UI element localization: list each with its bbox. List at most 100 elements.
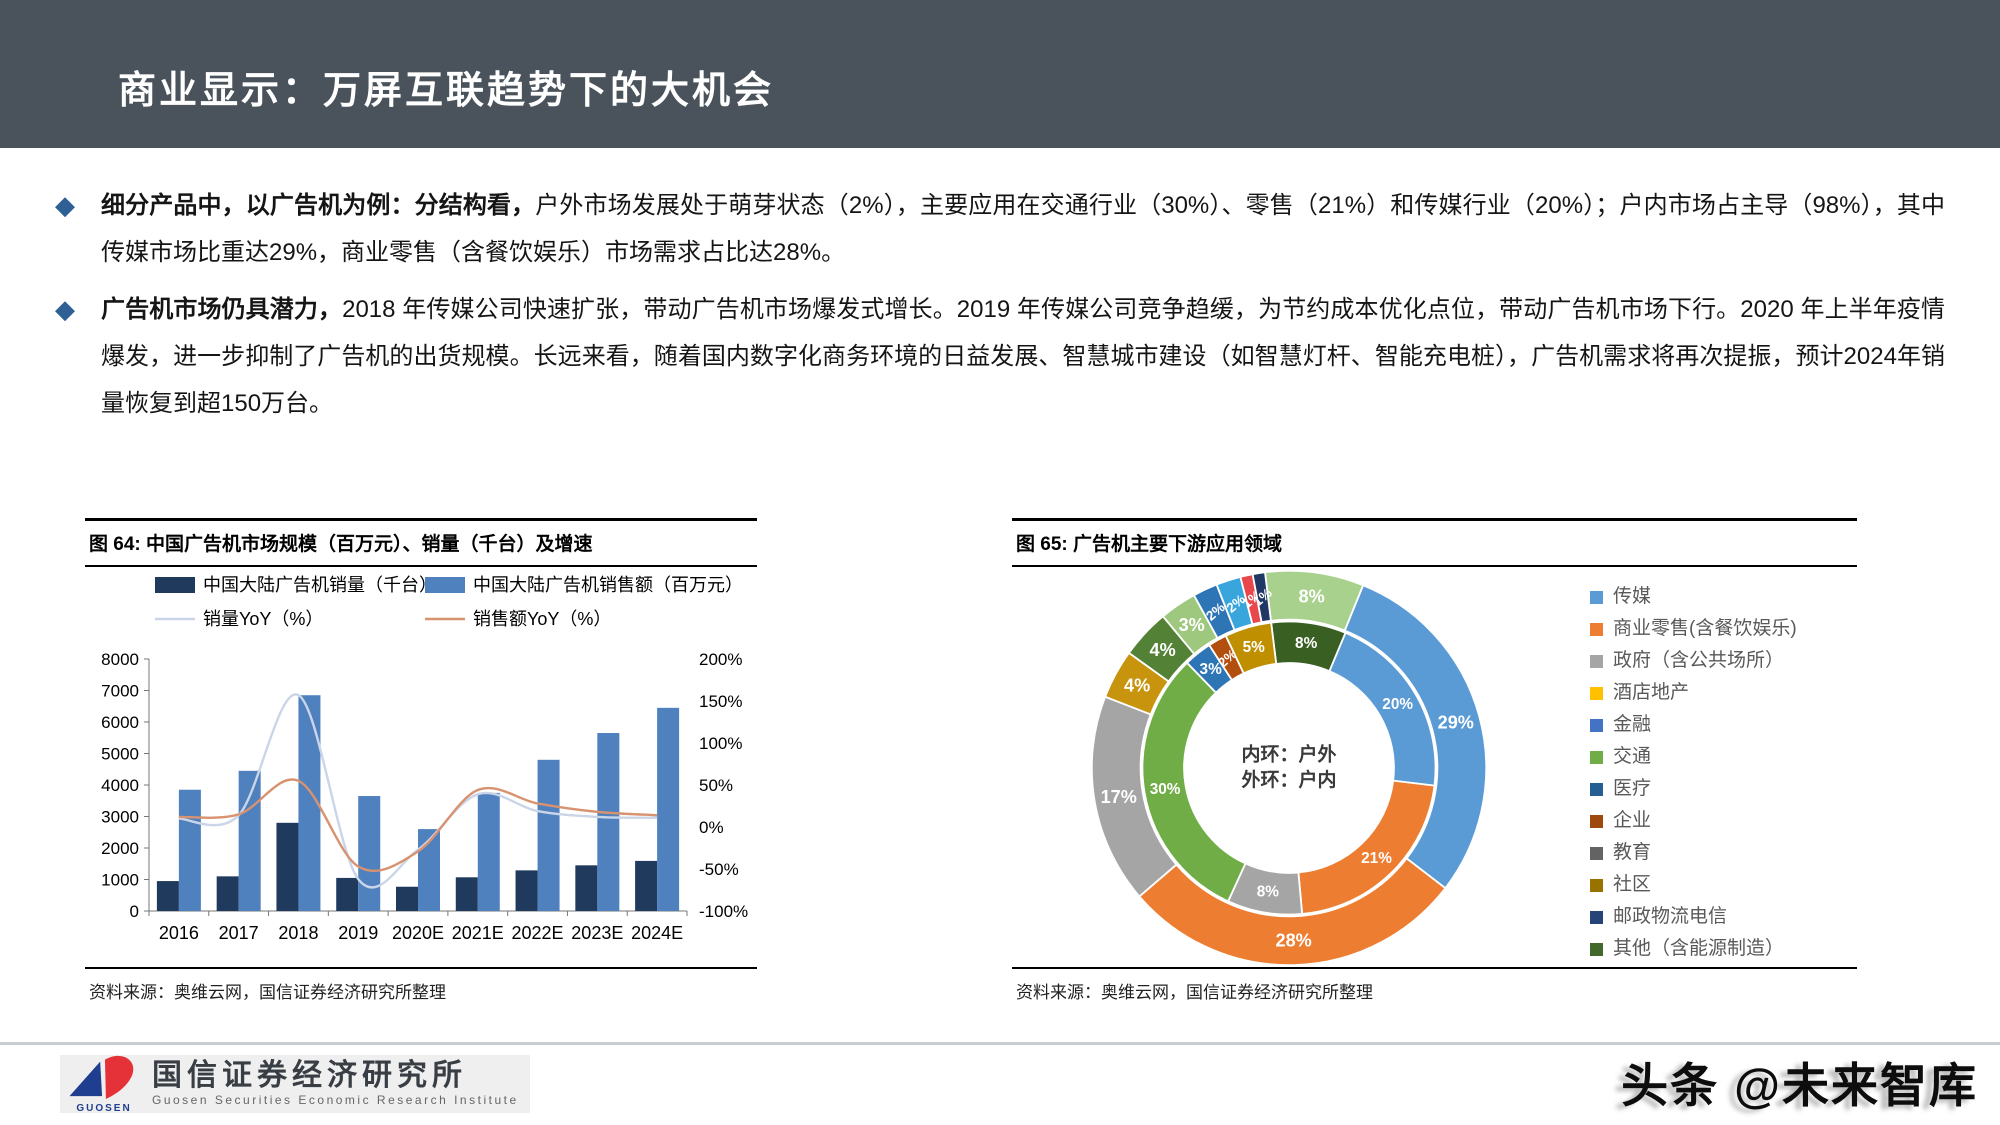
svg-text:21%: 21%: [1361, 850, 1392, 867]
doughnut-legend: 传媒商业零售(含餐饮娱乐) 政府（含公共场所） 酒店地产金融 交通医疗企业教育社区邮政…: [1590, 581, 1797, 967]
figure-64: 图 64: 中国广告机市场规模（百万元）、销量（千台）及增速 0 1000 2000…: [85, 518, 757, 1009]
svg-text:28%: 28%: [1276, 931, 1312, 951]
figure-65-title-rule: [1012, 565, 1857, 567]
svg-text:销量YoY（%）: 销量YoY（%）: [203, 609, 323, 629]
legend-item: 社区: [1590, 869, 1797, 901]
legend-swatch-icon: [1590, 878, 1603, 892]
svg-text:内环：户外外环：户内: 内环：户外外环：户内: [1242, 743, 1337, 791]
figure-65-source: 资料来源：奥维云网，国信证券经济研究所整理: [1016, 983, 1373, 1002]
figure-64-title-rule: [85, 565, 757, 567]
legend-swatch-icon: [1590, 622, 1603, 636]
legend-label: 企业: [1613, 810, 1652, 831]
legend-swatch-icon: [1590, 942, 1603, 956]
svg-text:2024E: 2024E: [631, 923, 683, 943]
svg-text:5000: 5000: [101, 745, 139, 764]
bullet-diamond-icon: ◆: [55, 190, 75, 220]
svg-text:2020E: 2020E: [392, 923, 444, 943]
figure-64-chart: 0 1000 2000 3000 4000 5000 6000 7000 8000 -100% -5…: [85, 567, 757, 967]
svg-text:0%: 0%: [699, 818, 724, 837]
bar-line-chart: 0 1000 2000 3000 4000 5000 6000 7000 8000 -100% -5…: [101, 575, 748, 943]
guosen-logo: GUOSEN 国信证券经济研究所 Guosen Securities Econo…: [60, 1054, 530, 1114]
legend-swatch-icon: [1590, 910, 1603, 924]
svg-text:-100%: -100%: [699, 902, 748, 921]
legend-swatch-icon: [1590, 654, 1603, 668]
svg-text:2016: 2016: [159, 923, 199, 943]
svg-text:2022E: 2022E: [512, 923, 564, 943]
svg-text:8%: 8%: [1295, 635, 1318, 652]
watermark-text: 头条 @未来智库: [1621, 1059, 1978, 1112]
svg-text:3000: 3000: [101, 808, 139, 827]
bullet-text-2-rest: 2018 年传媒公司快速扩张，带动广告机市场爆发式增长。2019 年传媒公司竞争…: [101, 296, 1946, 417]
legend-item: 金融: [1590, 709, 1797, 741]
svg-text:3%: 3%: [1200, 661, 1223, 678]
legend-swatch-icon: [1590, 782, 1603, 796]
svg-text:50%: 50%: [699, 776, 733, 795]
legend-item: 邮政物流电信: [1590, 901, 1797, 933]
bullet-diamond-icon: ◆: [55, 294, 75, 324]
svg-text:4%: 4%: [1150, 640, 1176, 660]
doughnut-svg: 8%29%28%17%4%4%3%2%2%1%1%8%20%21%8%30%3%…: [1090, 569, 1488, 967]
svg-text:29%: 29%: [1438, 713, 1474, 733]
legend-label: 邮政物流电信: [1613, 906, 1728, 927]
legend-swatch-icon: [1590, 686, 1603, 700]
svg-text:2017: 2017: [219, 923, 259, 943]
legend-label: 酒店地产: [1613, 682, 1690, 703]
svg-text:4%: 4%: [1124, 676, 1150, 696]
legend-item: 政府（含公共场所）: [1590, 645, 1797, 677]
figure-65-chart: 8% 29% 28% 17% 4% 4% 3% 2% 2% 1% 1% 8% 20% 21% 8% 30% 3%…: [1012, 567, 1857, 967]
svg-text:销售额YoY（%）: 销售额YoY（%）: [473, 609, 611, 629]
legend-label: 教育: [1613, 842, 1652, 863]
legend-item: 教育: [1590, 837, 1797, 869]
slide-header: 商业显示：万屏互联趋势下的大机会: [0, 0, 2000, 148]
svg-text:3%: 3%: [1179, 615, 1205, 635]
svg-text:100%: 100%: [699, 734, 742, 753]
svg-text:2019: 2019: [338, 923, 378, 943]
bullet-list: ◆ 细分产品中，以广告机为例：分结构看，户外市场发展处于萌芽状态（2%），主要应…: [55, 182, 1945, 437]
svg-text:7000: 7000: [101, 682, 139, 701]
legend-item: 交通: [1590, 741, 1797, 773]
figure-65: 图 65: 广告机主要下游应用领域 8% 29% 28% 17% 4% 4% 3% 2% 2% 1…: [1012, 518, 1857, 1009]
svg-text:200%: 200%: [699, 650, 742, 669]
legend-label: 商业零售(含餐饮娱乐): [1613, 618, 1797, 639]
svg-text:2023E: 2023E: [571, 923, 623, 943]
svg-text:5%: 5%: [1243, 639, 1266, 656]
svg-text:2018: 2018: [278, 923, 318, 943]
svg-text:150%: 150%: [699, 692, 742, 711]
doughnut-chart: 8% 29% 28% 17% 4% 4% 3% 2% 2% 1% 1% 8% 20% 21% 8% 30% 3%…: [1012, 567, 1590, 967]
institute-name-en: Guosen Securities Economic Research Inst…: [152, 1093, 519, 1107]
legend-swatch-icon: [1590, 846, 1603, 860]
legend-swatch-icon: [1590, 814, 1603, 828]
institute-name-cn: 国信证券经济研究所: [152, 1059, 467, 1092]
legend-item: 其他（含能源制造）: [1590, 933, 1797, 965]
slide-footer: GUOSEN 国信证券经济研究所 Guosen Securities Econo…: [0, 1042, 2000, 1125]
svg-text:2000: 2000: [101, 839, 139, 858]
guosen-logo-mark: GUOSEN: [60, 1054, 148, 1114]
legend-swatch-icon: [1590, 750, 1603, 764]
legend-item: 传媒: [1590, 581, 1797, 613]
svg-text:8000: 8000: [101, 650, 139, 669]
guosen-logo-text: GUOSEN: [76, 1103, 132, 1114]
svg-text:0: 0: [130, 902, 139, 921]
svg-text:30%: 30%: [1150, 781, 1181, 798]
legend-item: 商业零售(含餐饮娱乐): [1590, 613, 1797, 645]
bullet-item-1: ◆ 细分产品中，以广告机为例：分结构看，户外市场发展处于萌芽状态（2%），主要应…: [55, 182, 1945, 276]
legend-item: 医疗: [1590, 773, 1797, 805]
legend-label: 社区: [1613, 874, 1652, 895]
svg-text:6000: 6000: [101, 713, 139, 732]
bullet-text-2: 广告机市场仍具潜力，2018 年传媒公司快速扩张，带动广告机市场爆发式增长。20…: [101, 286, 1945, 427]
svg-text:中国大陆广告机销售额（百万元）: 中国大陆广告机销售额（百万元）: [473, 575, 743, 595]
legend-label: 医疗: [1613, 778, 1652, 799]
svg-text:中国大陆广告机销量（千台）: 中国大陆广告机销量（千台）: [203, 575, 437, 595]
legend-label: 其他（含能源制造）: [1613, 938, 1785, 959]
legend-swatch-icon: [1590, 590, 1603, 604]
legend-item: 企业: [1590, 805, 1797, 837]
figure-64-source-rule: [85, 967, 757, 969]
svg-text:8%: 8%: [1299, 587, 1325, 607]
svg-text:8%: 8%: [1257, 883, 1280, 900]
legend-item: 酒店地产: [1590, 677, 1797, 709]
figure-64-source: 资料来源：奥维云网，国信证券经济研究所整理: [89, 983, 446, 1002]
legend-label: 政府（含公共场所）: [1613, 650, 1785, 671]
bullet-text-1-bold: 细分产品中，以广告机为例：分结构看，: [101, 192, 536, 219]
figure-64-title: 图 64: 中国广告机市场规模（百万元）、销量（千台）及增速: [89, 534, 593, 555]
